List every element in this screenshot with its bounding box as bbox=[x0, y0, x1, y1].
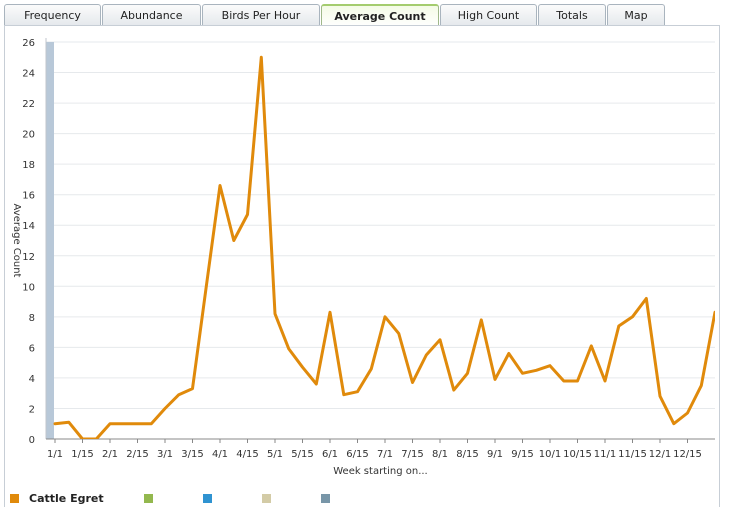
legend-swatch bbox=[261, 493, 271, 503]
chart-panel bbox=[4, 25, 720, 507]
y-tick-label: 6 bbox=[29, 343, 35, 354]
x-tick-label: 11/1 bbox=[594, 449, 616, 460]
legend: Cattle Egret bbox=[10, 490, 380, 506]
x-tick-label: 10/15 bbox=[563, 449, 592, 460]
legend-item-4[interactable] bbox=[261, 493, 281, 503]
tab-bar: Frequency Abundance Birds Per Hour Avera… bbox=[4, 4, 666, 27]
legend-swatch bbox=[10, 493, 19, 503]
y-tick-label: 8 bbox=[29, 313, 35, 324]
tab-high-count[interactable]: High Count bbox=[440, 4, 537, 26]
x-tick-label: 7/15 bbox=[401, 449, 423, 460]
tab-birds-per-hour[interactable]: Birds Per Hour bbox=[202, 4, 320, 26]
legend-swatch bbox=[320, 493, 330, 503]
y-tick-label: 10 bbox=[22, 282, 35, 293]
legend-label: Cattle Egret bbox=[29, 491, 104, 505]
x-tick-label: 9/15 bbox=[511, 449, 533, 460]
x-axis-label: Week starting on... bbox=[333, 466, 428, 477]
legend-swatch bbox=[202, 493, 212, 503]
y-tick-label: 16 bbox=[22, 191, 35, 202]
y-tick-label: 24 bbox=[22, 69, 35, 80]
x-tick-label: 5/15 bbox=[291, 449, 313, 460]
x-tick-label: 12/1 bbox=[649, 449, 671, 460]
y-tick-label: 12 bbox=[22, 252, 35, 263]
y-tick-label: 4 bbox=[29, 374, 35, 385]
legend-item-2[interactable] bbox=[143, 493, 163, 503]
x-tick-label: 9/1 bbox=[487, 449, 503, 460]
x-tick-label: 5/1 bbox=[267, 449, 283, 460]
y-tick-label: 14 bbox=[22, 221, 35, 232]
x-tick-label: 1/1 bbox=[47, 449, 63, 460]
y-tick-label: 22 bbox=[22, 99, 35, 110]
tab-average-count[interactable]: Average Count bbox=[321, 4, 439, 27]
x-tick-label: 7/1 bbox=[377, 449, 393, 460]
series-line-cattle-egret bbox=[53, 55, 715, 439]
y-tick-label: 0 bbox=[29, 435, 35, 446]
x-tick-label: 4/1 bbox=[212, 449, 228, 460]
y-tick-label: 26 bbox=[22, 38, 35, 49]
x-tick-label: 2/15 bbox=[126, 449, 148, 460]
x-tick-label: 12/15 bbox=[673, 449, 702, 460]
tab-totals[interactable]: Totals bbox=[538, 4, 606, 26]
x-tick-label: 10/1 bbox=[539, 449, 561, 460]
x-tick-label: 1/15 bbox=[71, 449, 93, 460]
tab-frequency[interactable]: Frequency bbox=[4, 4, 101, 26]
highlight-band bbox=[46, 42, 54, 439]
y-tick-label: 2 bbox=[29, 404, 35, 415]
x-tick-label: 6/1 bbox=[322, 449, 338, 460]
x-tick-label: 8/1 bbox=[432, 449, 448, 460]
x-tick-label: 2/1 bbox=[102, 449, 118, 460]
legend-item-5[interactable] bbox=[320, 493, 340, 503]
legend-item-cattle-egret[interactable]: Cattle Egret bbox=[10, 492, 104, 505]
legend-item-3[interactable] bbox=[202, 493, 222, 503]
y-tick-label: 20 bbox=[22, 130, 35, 141]
y-axis-label: Average Count bbox=[11, 204, 22, 278]
y-tick-label: 18 bbox=[22, 160, 35, 171]
tab-map[interactable]: Map bbox=[607, 4, 665, 26]
tab-abundance[interactable]: Abundance bbox=[102, 4, 201, 26]
x-tick-label: 11/15 bbox=[618, 449, 647, 460]
x-tick-label: 3/15 bbox=[181, 449, 203, 460]
x-tick-label: 6/15 bbox=[346, 449, 368, 460]
x-tick-label: 4/15 bbox=[236, 449, 258, 460]
x-tick-label: 8/15 bbox=[456, 449, 478, 460]
x-tick-label: 3/1 bbox=[157, 449, 173, 460]
legend-swatch bbox=[143, 493, 153, 503]
